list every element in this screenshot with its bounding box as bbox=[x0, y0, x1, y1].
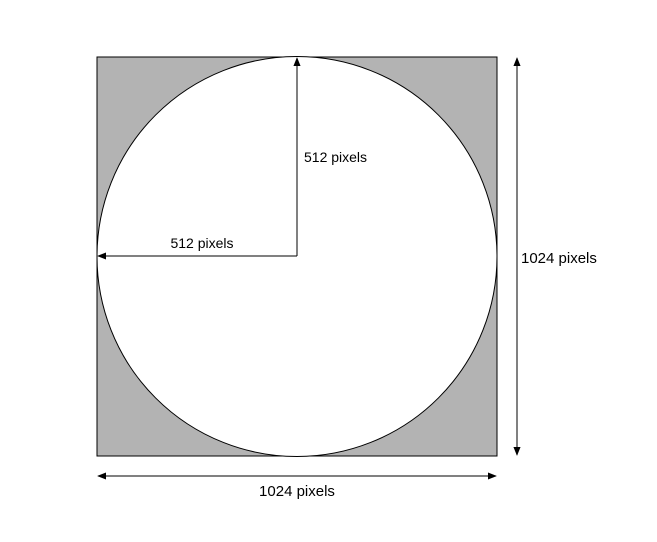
width-dimension-label: 1024 pixels bbox=[259, 483, 335, 500]
vertical-radius-label: 512 pixels bbox=[304, 149, 367, 165]
height-dimension-label: 1024 pixels bbox=[521, 250, 597, 267]
horizontal-radius-label: 512 pixels bbox=[170, 235, 233, 251]
